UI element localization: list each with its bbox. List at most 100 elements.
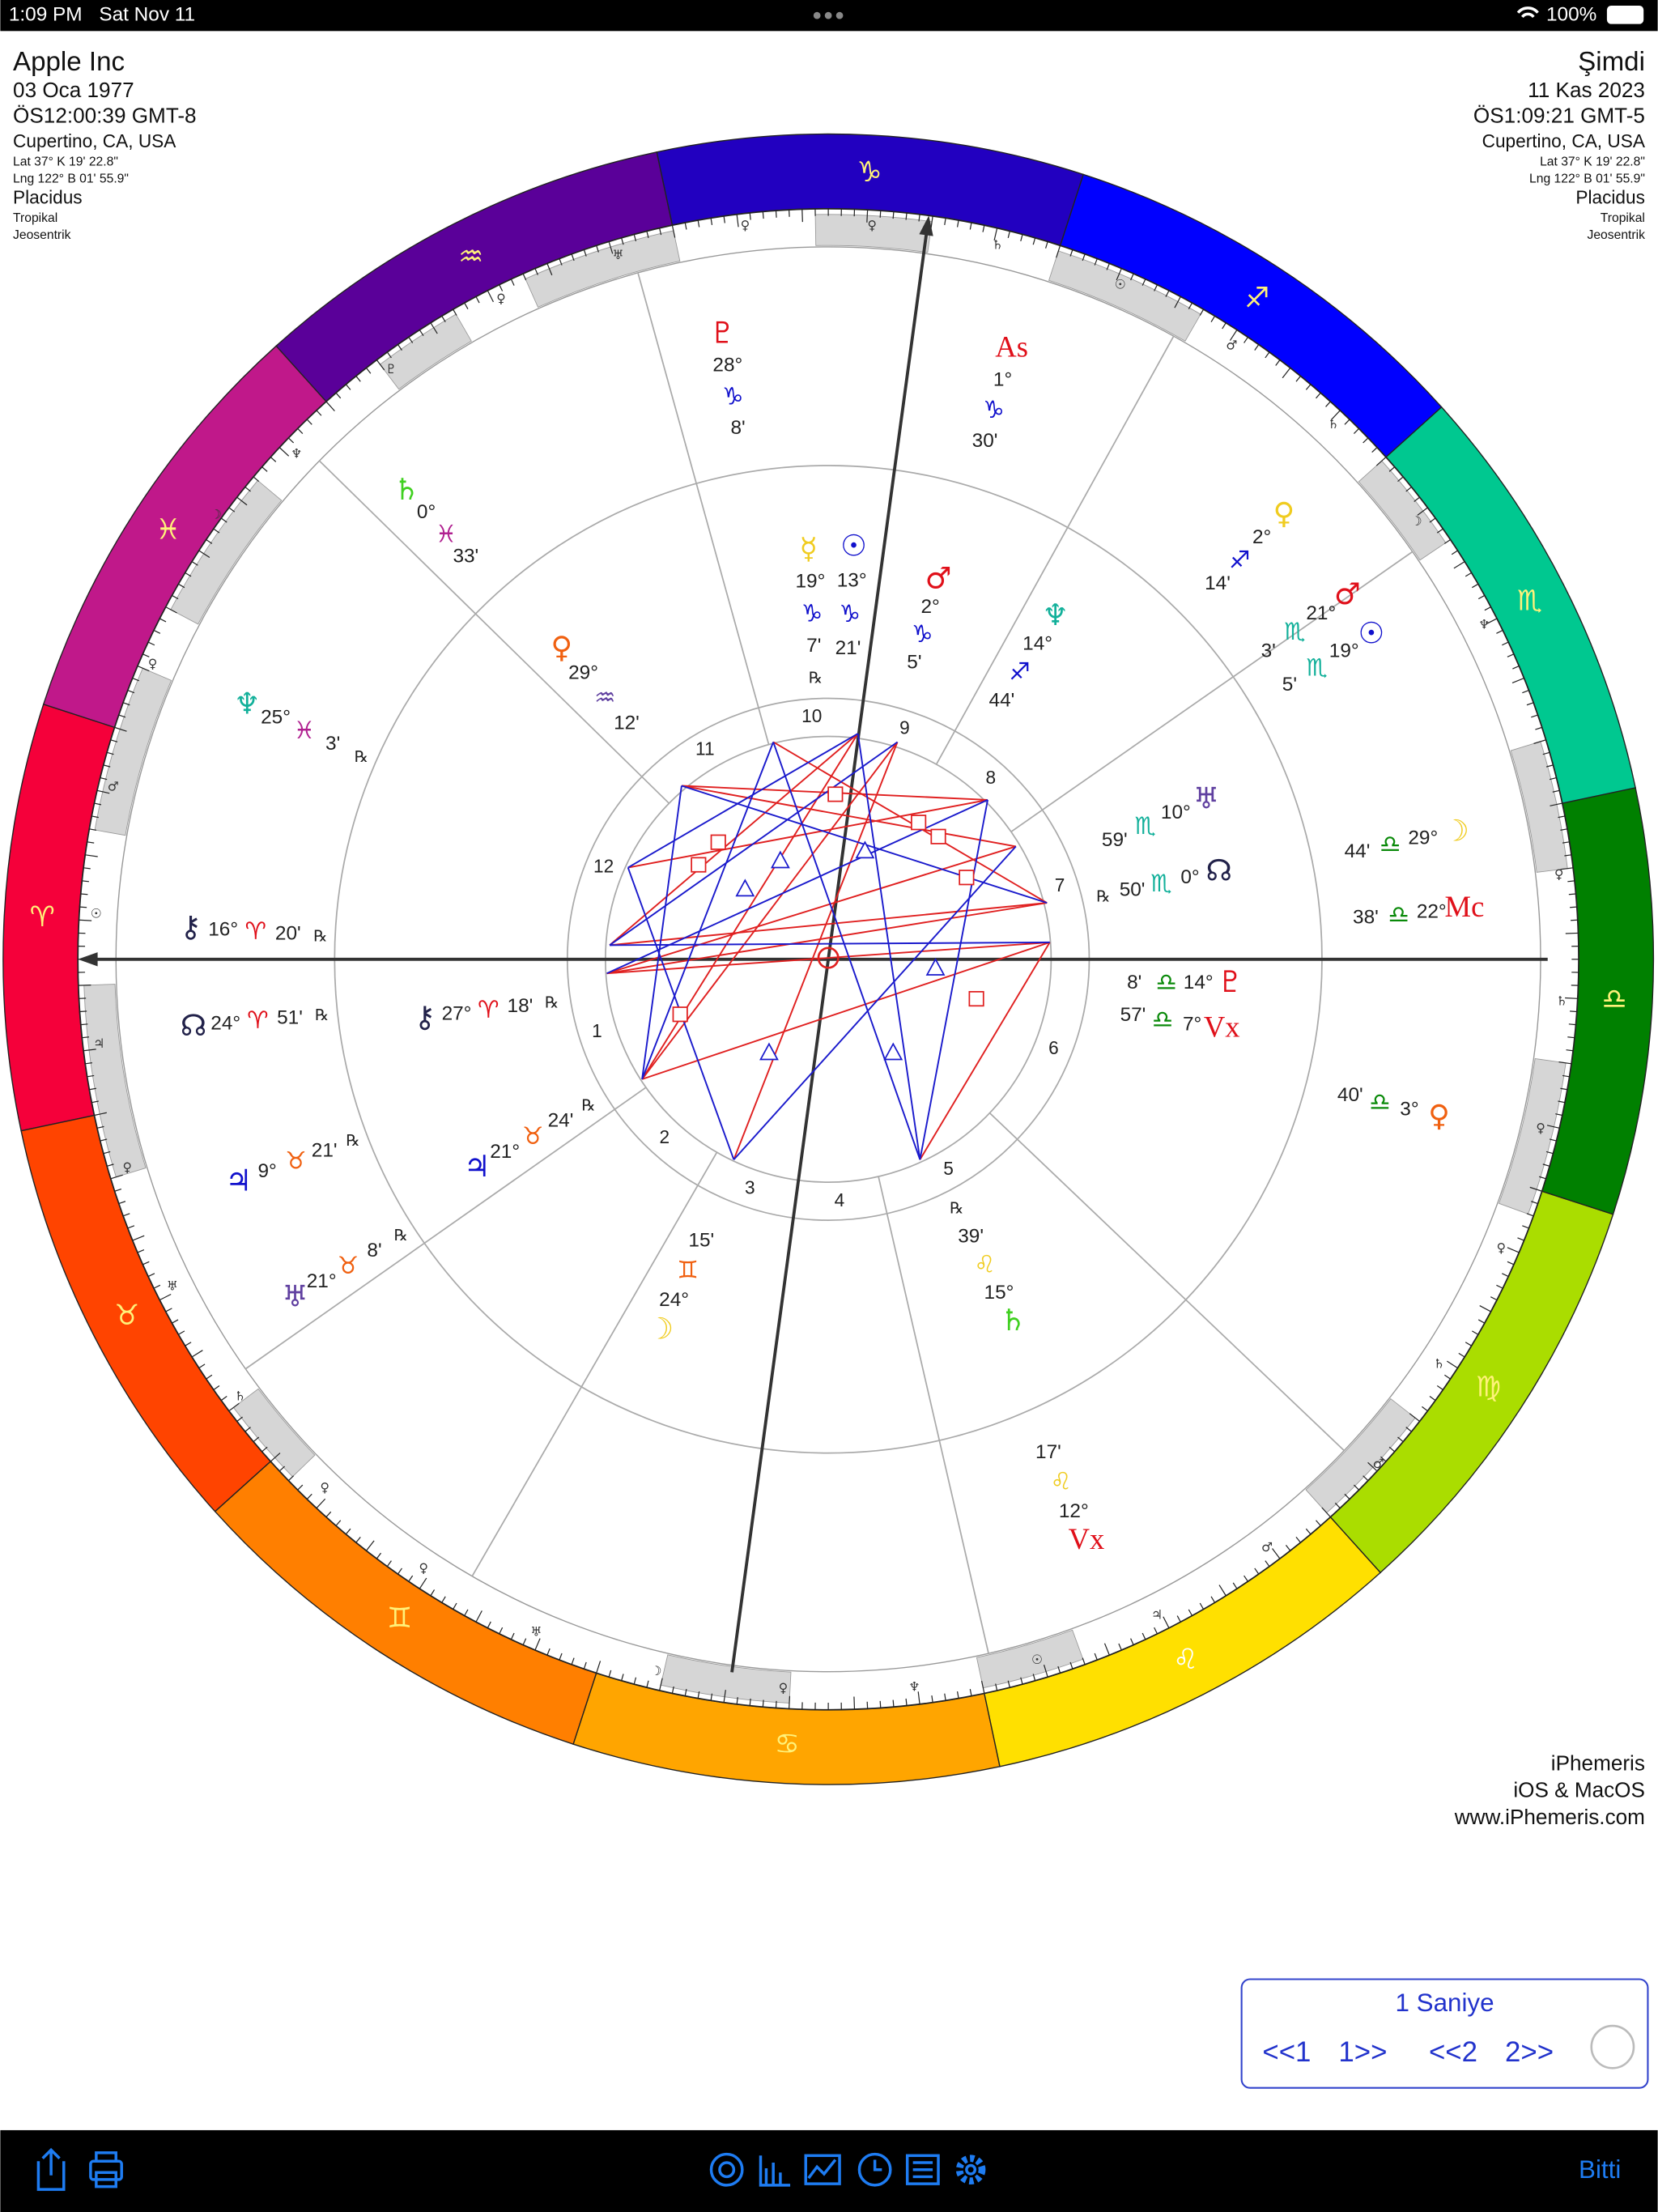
step-button[interactable]: 2>> bbox=[1505, 2036, 1554, 2068]
degree-tick bbox=[1496, 629, 1503, 634]
degree-tick bbox=[736, 1697, 738, 1704]
degree-tick bbox=[297, 428, 304, 434]
step-button[interactable]: <<1 bbox=[1262, 2036, 1311, 2068]
degree-tick bbox=[510, 279, 515, 286]
degree-tick bbox=[83, 1049, 96, 1052]
degree-tick bbox=[1032, 1674, 1036, 1681]
placement-sign: ♎ bbox=[1380, 831, 1401, 858]
degree-tick bbox=[534, 1638, 541, 1651]
degree-tick bbox=[659, 1678, 663, 1691]
house-cusp bbox=[318, 460, 670, 804]
placement-glyph: ♄ bbox=[393, 472, 420, 507]
aspect-line bbox=[627, 798, 988, 869]
degree-tick bbox=[335, 1520, 342, 1526]
degree-tick bbox=[1130, 273, 1134, 281]
degree-tick bbox=[944, 1693, 946, 1701]
placement-sign: ♐ bbox=[1229, 546, 1251, 573]
degree-tick bbox=[1371, 447, 1378, 453]
placement-retro: ℞ bbox=[950, 1199, 963, 1218]
degree-tick bbox=[1465, 1342, 1472, 1346]
placement-minute: 8' bbox=[1127, 972, 1141, 993]
placement-degree: 21° bbox=[490, 1141, 520, 1163]
placement-minute: 30' bbox=[972, 430, 998, 452]
ring-glyph: ♃ bbox=[93, 1036, 104, 1051]
placement-sign: ♑ bbox=[840, 600, 861, 627]
degree-tick bbox=[723, 1690, 726, 1703]
ring-glyph: ♄ bbox=[1328, 416, 1339, 432]
degree-tick bbox=[1472, 1330, 1479, 1335]
degree-tick bbox=[499, 1627, 504, 1635]
degree-tick bbox=[697, 219, 700, 228]
placement-glyph: ♂ bbox=[1334, 576, 1361, 611]
placement-degree: 14° bbox=[1022, 633, 1052, 655]
degree-tick bbox=[287, 1475, 295, 1482]
degree-tick bbox=[142, 1261, 150, 1266]
house-number: 11 bbox=[695, 738, 715, 759]
ring-glyph: ♂ bbox=[1226, 337, 1237, 352]
placement-sign: ♉ bbox=[285, 1146, 307, 1174]
aspect-square bbox=[968, 990, 984, 1007]
ring-glyph: ♅ bbox=[530, 1623, 542, 1639]
degree-tick bbox=[1560, 1087, 1568, 1091]
aspect-line bbox=[606, 941, 1050, 975]
placement-glyph: ☊ bbox=[1206, 853, 1233, 887]
step-interval[interactable]: 1 Saniye bbox=[1396, 1989, 1494, 2017]
ring-glyph: ☉ bbox=[1115, 276, 1126, 291]
done-button[interactable]: Bitti bbox=[1579, 2155, 1621, 2184]
placement-glyph: ♅ bbox=[282, 1278, 308, 1313]
degree-tick bbox=[270, 1453, 281, 1462]
ring-glyph: ♆ bbox=[291, 446, 302, 462]
aspect-square bbox=[959, 870, 975, 886]
placement-minute: 57' bbox=[1120, 1004, 1146, 1026]
sign-glyph: ♒ bbox=[458, 241, 483, 274]
placement-degree: 7° bbox=[1183, 1014, 1201, 1036]
degree-tick bbox=[671, 224, 676, 238]
degree-tick bbox=[1560, 828, 1568, 831]
toolbar-icons[interactable] bbox=[36, 2147, 986, 2191]
degree-tick bbox=[487, 290, 494, 303]
aspect-line bbox=[606, 902, 1048, 975]
degree-tick bbox=[96, 789, 110, 794]
degree-tick bbox=[261, 466, 268, 472]
step-button[interactable]: <<2 bbox=[1429, 2036, 1477, 2068]
placement-glyph: ♆ bbox=[234, 687, 261, 721]
placement-glyph: ♀ bbox=[1428, 1098, 1450, 1133]
degree-tick bbox=[1218, 1585, 1226, 1597]
placement-minute: 50' bbox=[1120, 879, 1146, 901]
placement-retro: ℞ bbox=[545, 993, 559, 1011]
ring-segment bbox=[1358, 460, 1447, 561]
step-button[interactable]: 1>> bbox=[1338, 2036, 1387, 2068]
ring-glyph: ♄ bbox=[1556, 993, 1567, 1009]
degree-tick bbox=[110, 1174, 123, 1180]
degree-tick bbox=[397, 344, 402, 351]
ring-segment bbox=[660, 1654, 792, 1704]
placement-degree: 2° bbox=[921, 596, 940, 618]
degree-tick bbox=[1397, 1436, 1404, 1443]
degree-tick bbox=[571, 253, 575, 262]
placement-glyph: Vx bbox=[1204, 1010, 1240, 1043]
multitask-dots[interactable] bbox=[813, 11, 844, 19]
reset-icon[interactable] bbox=[1590, 2024, 1635, 2069]
degree-tick bbox=[220, 1396, 227, 1402]
ring-glyph: ♀ bbox=[1496, 1240, 1505, 1255]
natal-info-time: ÖS12:00:39 GMT-8 bbox=[13, 104, 197, 128]
degree-tick bbox=[1562, 841, 1570, 844]
ring-glyph: ☽ bbox=[651, 1663, 662, 1678]
placement-minute: 38' bbox=[1353, 907, 1379, 929]
degree-tick bbox=[1507, 1247, 1520, 1253]
degree-tick bbox=[355, 1537, 361, 1543]
placement-minute: 18' bbox=[508, 995, 534, 1017]
house-cusp bbox=[988, 1112, 1345, 1452]
degree-tick bbox=[1254, 1568, 1260, 1575]
degree-tick bbox=[419, 1577, 427, 1589]
degree-tick bbox=[127, 1225, 135, 1229]
placement-minute: 17' bbox=[1035, 1441, 1061, 1463]
degree-tick bbox=[596, 245, 599, 253]
placement-retro: ℞ bbox=[315, 1006, 329, 1024]
degree-tick bbox=[853, 1696, 856, 1710]
placement-glyph: ♆ bbox=[1042, 598, 1069, 632]
degree-tick bbox=[1141, 1632, 1146, 1640]
placement-minute: 21' bbox=[835, 637, 861, 659]
